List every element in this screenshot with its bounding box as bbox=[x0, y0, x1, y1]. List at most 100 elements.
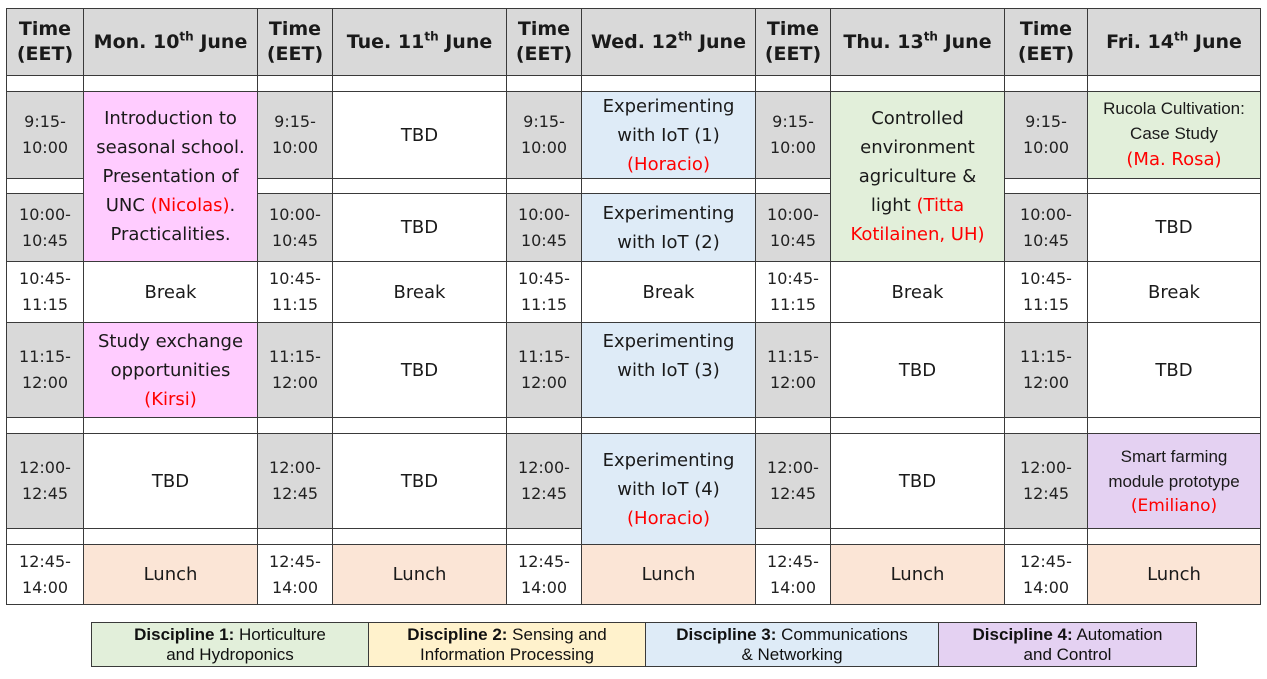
time-slot-1200: 12:00- 12:45 bbox=[6, 433, 84, 529]
day-header-label: Fri. 14th June bbox=[1106, 29, 1242, 53]
speaker-name: (Kirsi) bbox=[144, 388, 197, 410]
spacer-cell bbox=[6, 417, 84, 434]
time-header-line1: Time bbox=[268, 18, 322, 40]
time-slot-1045: 10:45- 11:15 bbox=[506, 261, 582, 323]
session-fri-rucola: Rucola Cultivation: Case Study (Ma. Rosa… bbox=[1087, 91, 1261, 179]
spacer-cell bbox=[755, 417, 831, 434]
time-slot-1000: 10:00- 10:45 bbox=[6, 193, 84, 262]
spacer-cell bbox=[1004, 178, 1088, 194]
spacer-cell bbox=[830, 528, 1005, 545]
session-thu-break: Break bbox=[830, 261, 1005, 323]
spacer-cell bbox=[755, 178, 831, 194]
time-header-line1: Time bbox=[766, 18, 820, 40]
time-header: Time (EET) bbox=[1004, 8, 1088, 76]
session-thu-slot5: TBD bbox=[830, 433, 1005, 529]
spacer-cell bbox=[581, 178, 756, 194]
time-slot-0915: 9:15- 10:00 bbox=[1004, 91, 1088, 179]
spacer-cell bbox=[1004, 528, 1088, 545]
speaker-name: (Ma. Rosa) bbox=[1126, 149, 1222, 170]
day-header-tue: Tue. 11th June bbox=[332, 8, 507, 76]
spacer-cell bbox=[83, 417, 258, 434]
spacer-cell bbox=[6, 528, 84, 545]
time-slot-0915: 9:15- 10:00 bbox=[6, 91, 84, 179]
session-thu-cea: Controlled environment agriculture & lig… bbox=[830, 91, 1005, 262]
session-wed-iot4: Experimenting with IoT (4) (Horacio) bbox=[581, 433, 756, 545]
schedule-table: Time (EET) Mon. 10th June Time (EET) Tue… bbox=[6, 8, 1261, 605]
session-fri-break: Break bbox=[1087, 261, 1261, 323]
spacer-cell bbox=[6, 178, 84, 194]
spacer-cell bbox=[506, 528, 582, 545]
session-mon-slot5: TBD bbox=[83, 433, 258, 529]
time-header-line2: (EET) bbox=[16, 43, 74, 65]
time-slot-1000: 10:00- 10:45 bbox=[755, 193, 831, 262]
session-mon-study-exchange: Study exchange opportunities (Kirsi) bbox=[83, 322, 258, 418]
spacer-cell bbox=[830, 75, 1005, 92]
time-header-line1: Time bbox=[18, 18, 72, 40]
session-wed-iot1: Experimenting with IoT (1) (Horacio) bbox=[581, 91, 756, 179]
session-fri-slot2: TBD bbox=[1087, 193, 1261, 262]
time-slot-1115: 11:15- 12:00 bbox=[1004, 322, 1088, 418]
session-mon-intro: Introduction to seasonal school. Present… bbox=[83, 91, 258, 262]
legend-discipline-4: Discipline 4: Automation and Control bbox=[938, 623, 1197, 666]
legend-discipline-2: Discipline 2: Sensing and Information Pro… bbox=[368, 623, 645, 666]
spacer-cell bbox=[1087, 417, 1261, 434]
spacer-cell bbox=[257, 75, 333, 92]
time-slot-1200: 12:00- 12:45 bbox=[1004, 433, 1088, 529]
time-slot-1245: 12:45- 14:00 bbox=[755, 544, 831, 605]
session-fri-slot4: TBD bbox=[1087, 322, 1261, 418]
session-thu-lunch: Lunch bbox=[830, 544, 1005, 605]
time-slot-0915: 9:15- 10:00 bbox=[755, 91, 831, 179]
spacer-cell bbox=[506, 417, 582, 434]
spacer-cell bbox=[755, 75, 831, 92]
time-slot-1045: 10:45- 11:15 bbox=[1004, 261, 1088, 323]
time-slot-1045: 10:45- 11:15 bbox=[257, 261, 333, 323]
time-header: Time (EET) bbox=[506, 8, 582, 76]
spacer-cell bbox=[581, 75, 756, 92]
time-slot-1000: 10:00- 10:45 bbox=[257, 193, 333, 262]
time-slot-1200: 12:00- 12:45 bbox=[257, 433, 333, 529]
session-tue-lunch: Lunch bbox=[332, 544, 507, 605]
spacer-cell bbox=[1087, 528, 1261, 545]
time-header-line2: (EET) bbox=[266, 43, 324, 65]
time-header: Time (EET) bbox=[257, 8, 333, 76]
time-slot-1115: 11:15- 12:00 bbox=[755, 322, 831, 418]
spacer-cell bbox=[506, 75, 582, 92]
day-header-fri: Fri. 14th June bbox=[1087, 8, 1261, 76]
spacer-cell bbox=[332, 75, 507, 92]
spacer-cell bbox=[83, 75, 258, 92]
time-slot-1115: 11:15- 12:00 bbox=[6, 322, 84, 418]
session-tue-slot4: TBD bbox=[332, 322, 507, 418]
session-mon-break: Break bbox=[83, 261, 258, 323]
time-slot-1200: 12:00- 12:45 bbox=[506, 433, 582, 529]
spacer-cell bbox=[257, 417, 333, 434]
day-header-label: Tue. 11th June bbox=[346, 29, 493, 53]
time-header-line2: (EET) bbox=[764, 43, 822, 65]
speaker-name: (Horacio) bbox=[627, 153, 710, 175]
speaker-name: (Emiliano) bbox=[1130, 495, 1218, 516]
legend-discipline-3: Discipline 3: Communications & Networking bbox=[645, 623, 938, 666]
time-slot-1000: 10:00- 10:45 bbox=[506, 193, 582, 262]
time-slot-1115: 11:15- 12:00 bbox=[506, 322, 582, 418]
session-mon-lunch: Lunch bbox=[83, 544, 258, 605]
spacer-cell bbox=[581, 417, 756, 434]
discipline-legend: Discipline 1: Horticulture and Hydroponic… bbox=[91, 622, 1197, 667]
session-wed-lunch: Lunch bbox=[581, 544, 756, 605]
speaker-name: (Nicolas) bbox=[150, 195, 230, 216]
day-header-label: Thu. 13th June bbox=[843, 29, 992, 53]
session-tue-break: Break bbox=[332, 261, 507, 323]
day-header-wed: Wed. 12th June bbox=[581, 8, 756, 76]
session-tue-slot5: TBD bbox=[332, 433, 507, 529]
spacer-cell bbox=[83, 528, 258, 545]
time-slot-1115: 11:15- 12:00 bbox=[257, 322, 333, 418]
time-slot-1245: 12:45- 14:00 bbox=[257, 544, 333, 605]
day-header-thu: Thu. 13th June bbox=[830, 8, 1005, 76]
speaker-name: Kotilainen, UH) bbox=[850, 224, 985, 245]
time-slot-1045: 10:45- 11:15 bbox=[755, 261, 831, 323]
spacer-cell bbox=[1004, 417, 1088, 434]
spacer-cell bbox=[830, 417, 1005, 434]
time-slot-1045: 10:45- 11:15 bbox=[6, 261, 84, 323]
time-header-line2: (EET) bbox=[1017, 43, 1075, 65]
speaker-name: (Horacio) bbox=[627, 507, 710, 529]
time-header: Time (EET) bbox=[755, 8, 831, 76]
spacer-cell bbox=[257, 178, 333, 194]
